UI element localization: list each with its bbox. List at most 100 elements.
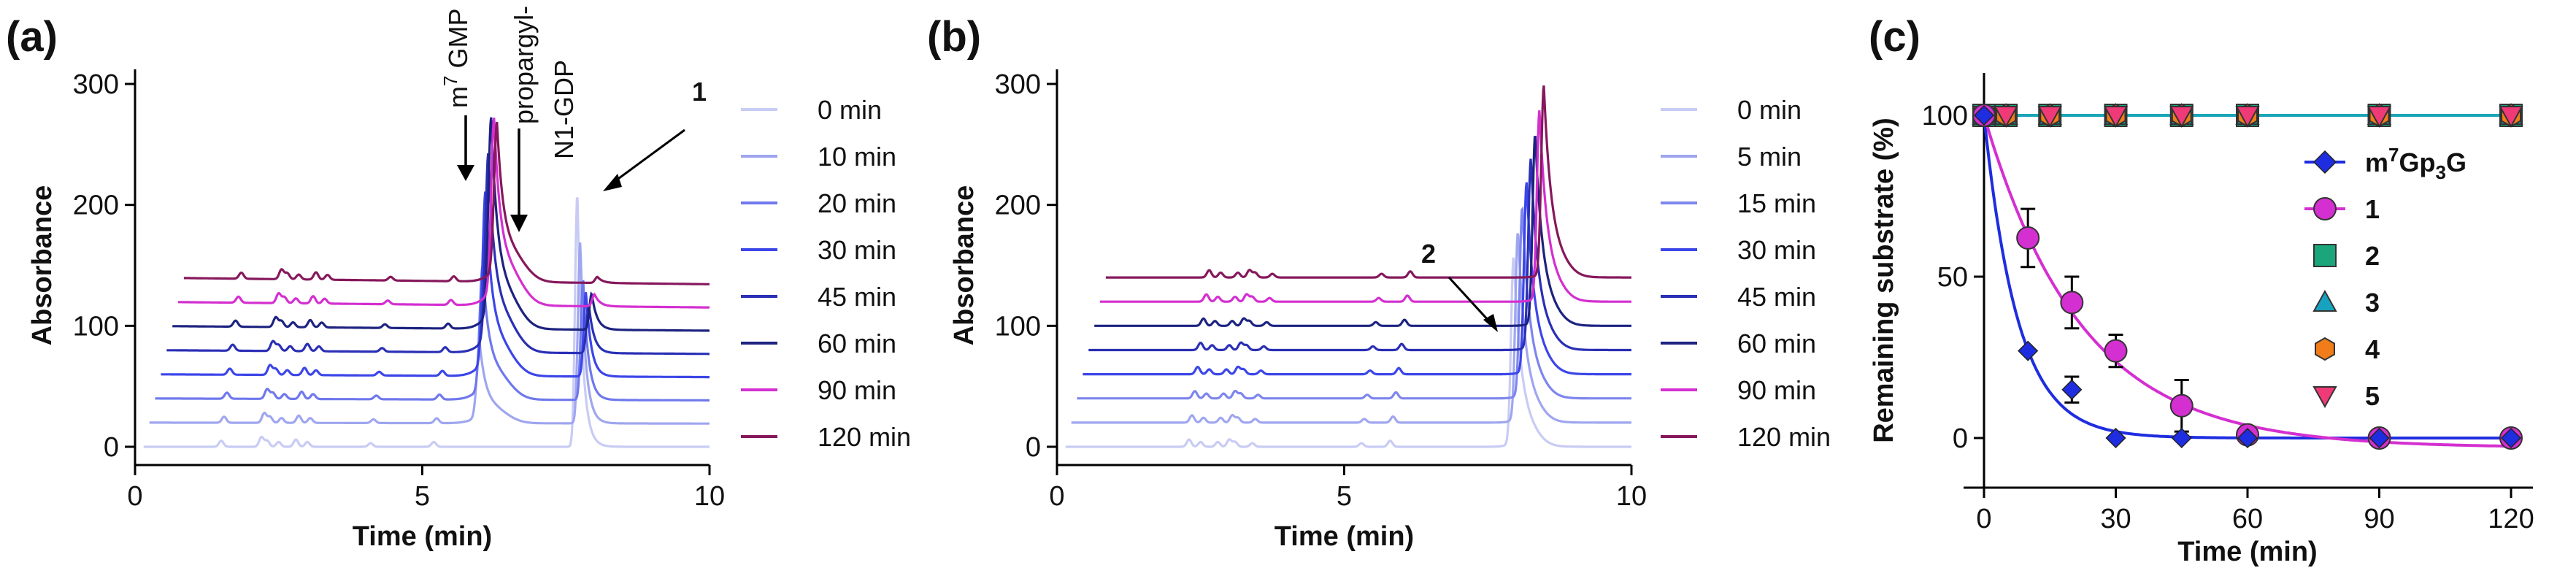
chromatogram-trace-6 bbox=[1094, 135, 1631, 327]
y-axis-label: Absorbance bbox=[949, 185, 980, 346]
legend-marker-0 bbox=[2312, 150, 2337, 174]
legend-label-1: 0 min bbox=[818, 95, 882, 125]
x-tick-label: 90 bbox=[2364, 504, 2394, 534]
y-tick-label: 100 bbox=[73, 311, 119, 342]
data-point-series-1 bbox=[2104, 339, 2128, 363]
y-tick-label: 50 bbox=[1937, 262, 1968, 293]
x-tick-label: 5 bbox=[1337, 481, 1352, 512]
chromatogram-trace-8 bbox=[183, 121, 710, 285]
chromatogram-trace-2 bbox=[1071, 233, 1631, 424]
data-point-series-0 bbox=[2018, 340, 2039, 361]
chromatogram-trace-7 bbox=[1100, 110, 1631, 303]
data-point-series-5 bbox=[2103, 106, 2129, 128]
data-point-series-1 bbox=[2016, 226, 2040, 250]
annotation-1: 1 bbox=[692, 77, 707, 107]
data-point-series-5 bbox=[1993, 106, 2018, 128]
legend-label-7: 90 min bbox=[818, 375, 896, 405]
chromatogram-trace-1 bbox=[1065, 257, 1631, 448]
chromatogram-trace-3 bbox=[1077, 206, 1631, 400]
legend-label-5: 5 bbox=[2365, 381, 2380, 411]
x-tick-label: 0 bbox=[1049, 481, 1064, 512]
data-point-series-0 bbox=[1973, 104, 1995, 126]
chromatogram-trace-7 bbox=[178, 118, 710, 309]
x-axis-label: Time (min) bbox=[1274, 521, 1414, 552]
legend-label-0: m7Gp3G bbox=[2365, 144, 2467, 183]
annotation-propargyl: propargyl- bbox=[509, 6, 539, 124]
arrowhead-propargyl bbox=[510, 215, 528, 232]
chromatogram-trace-1 bbox=[143, 197, 710, 448]
y-tick-label: 200 bbox=[995, 191, 1041, 221]
legend-label-5: 45 min bbox=[818, 282, 896, 312]
legend-label-2: 5 min bbox=[1737, 142, 1802, 172]
panel-label-c: (c) bbox=[1869, 13, 1921, 61]
legend-label-4: 4 bbox=[2365, 334, 2380, 364]
legend-label-2: 2 bbox=[2365, 241, 2380, 271]
x-tick-label: 10 bbox=[694, 481, 725, 512]
y-tick-label: 100 bbox=[1922, 101, 1968, 131]
legend-label-4: 30 min bbox=[1737, 235, 1816, 265]
legend-label-1: 0 min bbox=[1737, 95, 1802, 125]
arrowhead-m7gmp bbox=[457, 165, 474, 181]
legend-marker-5 bbox=[2312, 386, 2337, 409]
chart-panel-b: 0 100 200 300 0 5 10 Time (min) Absorbance 0 min 5… bbox=[949, 69, 1831, 552]
y-axis-label: Absorbance bbox=[27, 185, 58, 346]
legend-label-6: 60 min bbox=[818, 329, 896, 358]
x-axis-label: Time (min) bbox=[353, 521, 492, 552]
y-axis-label: Remaining substrate (%) bbox=[1869, 118, 1899, 443]
annotation-m7gmp: m7 GMP bbox=[439, 9, 473, 108]
data-point-series-5 bbox=[2499, 106, 2523, 128]
y-tick-label: 200 bbox=[73, 191, 119, 221]
chromatogram-trace-6 bbox=[172, 117, 710, 332]
legend-label-8: 120 min bbox=[818, 422, 911, 452]
chromatogram-trace-8 bbox=[1105, 85, 1631, 279]
chromatogram-trace-2 bbox=[149, 242, 710, 425]
y-tick-label: 100 bbox=[995, 311, 1041, 342]
legend-label-3: 15 min bbox=[1737, 188, 1816, 218]
x-tick-label: 5 bbox=[415, 481, 430, 512]
data-point-series-0 bbox=[2061, 379, 2083, 400]
data-point-series-5 bbox=[2235, 106, 2260, 128]
data-point-series-5 bbox=[2367, 106, 2392, 128]
chromatogram-trace-4 bbox=[161, 191, 710, 379]
data-point-series-0 bbox=[2500, 427, 2522, 449]
x-tick-label: 60 bbox=[2232, 504, 2263, 534]
y-tick-label: 0 bbox=[1026, 432, 1041, 463]
data-point-series-0 bbox=[2105, 427, 2126, 449]
legend-label-2: 10 min bbox=[818, 142, 896, 172]
y-tick-label: 300 bbox=[995, 69, 1041, 100]
arrowhead-1 bbox=[603, 174, 622, 191]
chromatogram-trace-3 bbox=[155, 266, 710, 402]
annotation-n1-gdp: N1-GDP bbox=[549, 60, 579, 159]
legend-label-8: 120 min bbox=[1737, 422, 1831, 452]
annotation-2: 2 bbox=[1421, 239, 1436, 269]
data-point-series-0 bbox=[2171, 427, 2192, 449]
data-point-series-1 bbox=[2169, 393, 2194, 418]
legend-marker-1 bbox=[2313, 197, 2337, 220]
legend-label-3: 3 bbox=[2365, 288, 2380, 318]
legend-marker-2 bbox=[2313, 244, 2337, 267]
y-tick-label: 0 bbox=[1953, 423, 1968, 454]
x-tick-label: 120 bbox=[2488, 504, 2534, 534]
arrow-1 bbox=[612, 128, 685, 184]
data-point-series-1 bbox=[2060, 291, 2084, 315]
chromatogram-trace-5 bbox=[1088, 158, 1631, 352]
x-tick-label: 10 bbox=[1616, 481, 1647, 512]
legend-label-5: 45 min bbox=[1737, 282, 1816, 312]
legend-label-7: 90 min bbox=[1737, 375, 1816, 405]
arrowhead-2 bbox=[1483, 314, 1498, 332]
x-axis-label: Time (min) bbox=[2177, 537, 2317, 567]
legend-label-6: 60 min bbox=[1737, 329, 1816, 358]
x-tick-label: 0 bbox=[1976, 504, 1991, 534]
legend-marker-4 bbox=[2315, 337, 2335, 361]
data-point-series-0 bbox=[2237, 427, 2258, 449]
panel-label-a: (a) bbox=[6, 13, 58, 61]
legend-label-4: 30 min bbox=[818, 235, 896, 265]
arrow-2 bbox=[1447, 276, 1491, 323]
legend-marker-3 bbox=[2312, 289, 2337, 312]
x-tick-label: 30 bbox=[2100, 504, 2131, 534]
chromatogram-trace-4 bbox=[1083, 182, 1631, 376]
y-tick-label: 0 bbox=[104, 432, 119, 463]
legend-label-3: 20 min bbox=[818, 188, 896, 218]
data-point-series-5 bbox=[2037, 106, 2062, 128]
